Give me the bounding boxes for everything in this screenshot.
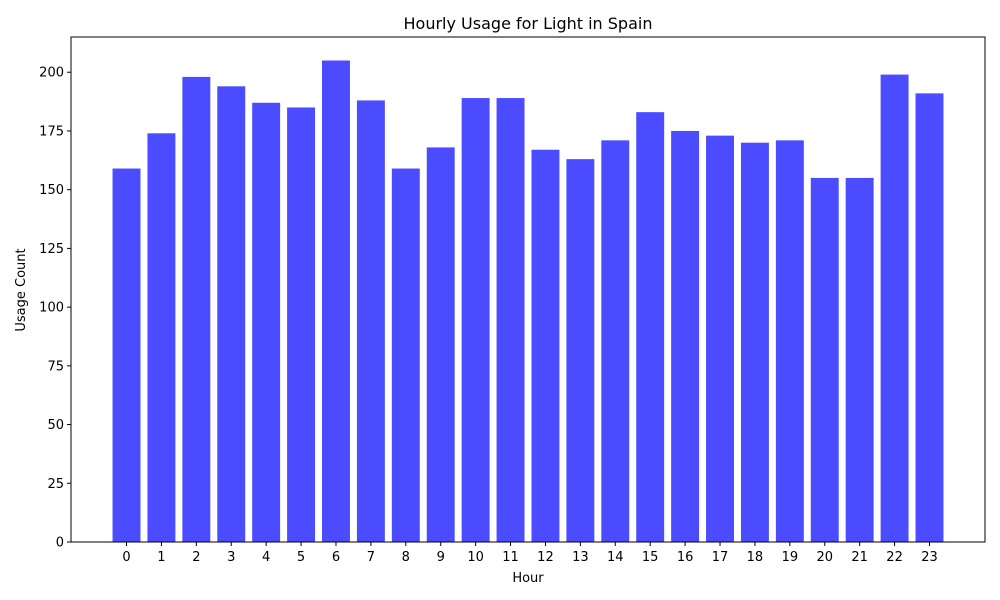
x-tick-label: 19 (782, 550, 799, 565)
x-tick-label: 13 (572, 550, 589, 565)
y-tick-label: 75 (47, 359, 64, 374)
x-tick-label: 1 (157, 550, 165, 565)
x-tick-label: 20 (816, 550, 833, 565)
y-tick-label: 50 (47, 418, 64, 433)
bar-hour-6 (322, 60, 350, 543)
x-tick-label: 8 (402, 550, 410, 565)
y-tick-label: 150 (39, 183, 64, 198)
y-tick-label: 200 (39, 66, 64, 81)
x-tick-label: 3 (227, 550, 235, 565)
bar-hour-9 (426, 147, 455, 542)
x-tick-label: 21 (851, 550, 868, 565)
bar-hour-11 (496, 98, 525, 542)
x-tick-label: 11 (502, 550, 519, 565)
bar-hour-22 (880, 74, 909, 542)
x-tick-label: 7 (367, 550, 375, 565)
x-axis-ticks: 0 1 2 3 4 5 6 7 8 9 10 11 12 13 14 15 16 17 18 19 20 21 22 23 (122, 542, 938, 565)
y-tick-label: 0 (56, 536, 64, 551)
y-tick-label: 175 (39, 124, 64, 139)
bar-hour-0 (112, 168, 141, 542)
bar-hour-10 (461, 98, 490, 542)
x-tick-label: 12 (537, 550, 554, 565)
bar-hour-1 (147, 133, 176, 543)
bar-hour-19 (775, 140, 804, 542)
y-axis-ticks: 0 25 50 75 100 125 150 175 200 (39, 66, 71, 551)
x-tick-label: 2 (192, 550, 200, 565)
x-tick-label: 9 (437, 550, 445, 565)
x-tick-label: 18 (747, 550, 764, 565)
y-axis-label: Usage Count (14, 248, 29, 331)
bar-hour-23 (915, 93, 944, 543)
bar-hour-7 (356, 100, 385, 543)
x-tick-label: 16 (677, 550, 694, 565)
y-tick-label: 25 (47, 477, 64, 492)
x-tick-label: 4 (262, 550, 270, 565)
bar-hour-5 (287, 107, 316, 542)
x-axis-label: Hour (512, 571, 544, 586)
x-tick-label: 0 (122, 550, 130, 565)
bar-hour-4 (252, 102, 281, 543)
bar-hour-16 (671, 130, 700, 542)
x-tick-label: 14 (607, 550, 624, 565)
bar-hour-2 (182, 76, 211, 543)
x-tick-label: 23 (921, 550, 938, 565)
bar-hour-13 (566, 159, 595, 542)
x-tick-label: 5 (297, 550, 305, 565)
bar-hour-12 (531, 149, 560, 543)
x-tick-label: 10 (467, 550, 484, 565)
bar-hour-15 (636, 112, 665, 542)
plot-frame (70, 36, 986, 543)
x-tick-label: 6 (332, 550, 340, 565)
bar-hour-20 (810, 177, 839, 542)
x-tick-label: 15 (642, 550, 659, 565)
x-tick-label: 17 (712, 550, 729, 565)
y-tick-label: 100 (39, 301, 64, 316)
bar-hour-17 (706, 135, 734, 542)
chart-title: Hourly Usage for Light in Spain (404, 14, 653, 33)
bar-hour-3 (217, 86, 246, 542)
bars-group (112, 60, 944, 543)
y-tick-label: 125 (39, 242, 64, 257)
bar-hour-18 (740, 142, 769, 542)
x-tick-label: 22 (886, 550, 903, 565)
bar-hour-14 (601, 140, 630, 542)
bar-hour-21 (845, 177, 874, 542)
bar-hour-8 (391, 168, 420, 542)
